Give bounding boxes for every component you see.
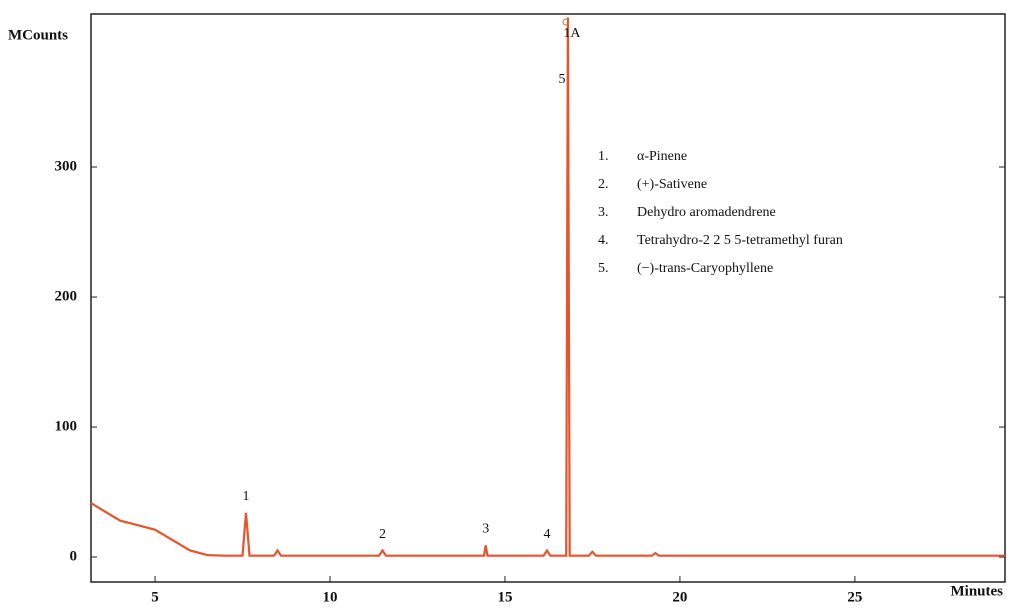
compound-name: Dehydro aromadendrene	[637, 205, 776, 220]
compound-number: 3.	[598, 205, 609, 220]
x-tick-label: 15	[497, 589, 512, 605]
peak-label: 3	[482, 522, 489, 537]
compound-name: Tetrahydro-2 2 5 5-tetramethyl furan	[637, 233, 843, 248]
compound-name: α-Pinene	[637, 149, 687, 164]
peak-label: 2	[379, 527, 386, 542]
y-tick-label: 300	[55, 158, 78, 174]
peak-label: 4	[543, 527, 550, 542]
y-axis-label: MCounts	[8, 27, 68, 43]
compound-number: 5.	[598, 261, 609, 276]
peak-label: 1	[243, 489, 250, 504]
compound-number: 1.	[598, 149, 609, 164]
compound-name: (−)-trans-Caryophyllene	[637, 261, 773, 276]
peak-marker	[562, 18, 570, 26]
peak-annotation: 1A	[563, 26, 581, 41]
compound-number: 4.	[598, 233, 609, 248]
x-tick-label: 10	[322, 589, 337, 605]
series-line	[90, 17, 1005, 557]
peak-label: 5	[558, 72, 565, 87]
x-tick-label: 5	[151, 589, 159, 605]
compound-name: (+)-Sativene	[637, 177, 707, 192]
plot-frame	[90, 13, 1006, 583]
y-tick-label: 0	[70, 548, 78, 564]
compound-number: 2.	[598, 177, 609, 192]
x-axis-label: Minutes	[951, 583, 1004, 599]
x-tick-label: 25	[847, 589, 862, 605]
y-tick-label: 200	[55, 288, 78, 304]
y-tick-label: 100	[55, 418, 78, 434]
x-tick-label: 20	[672, 589, 687, 605]
